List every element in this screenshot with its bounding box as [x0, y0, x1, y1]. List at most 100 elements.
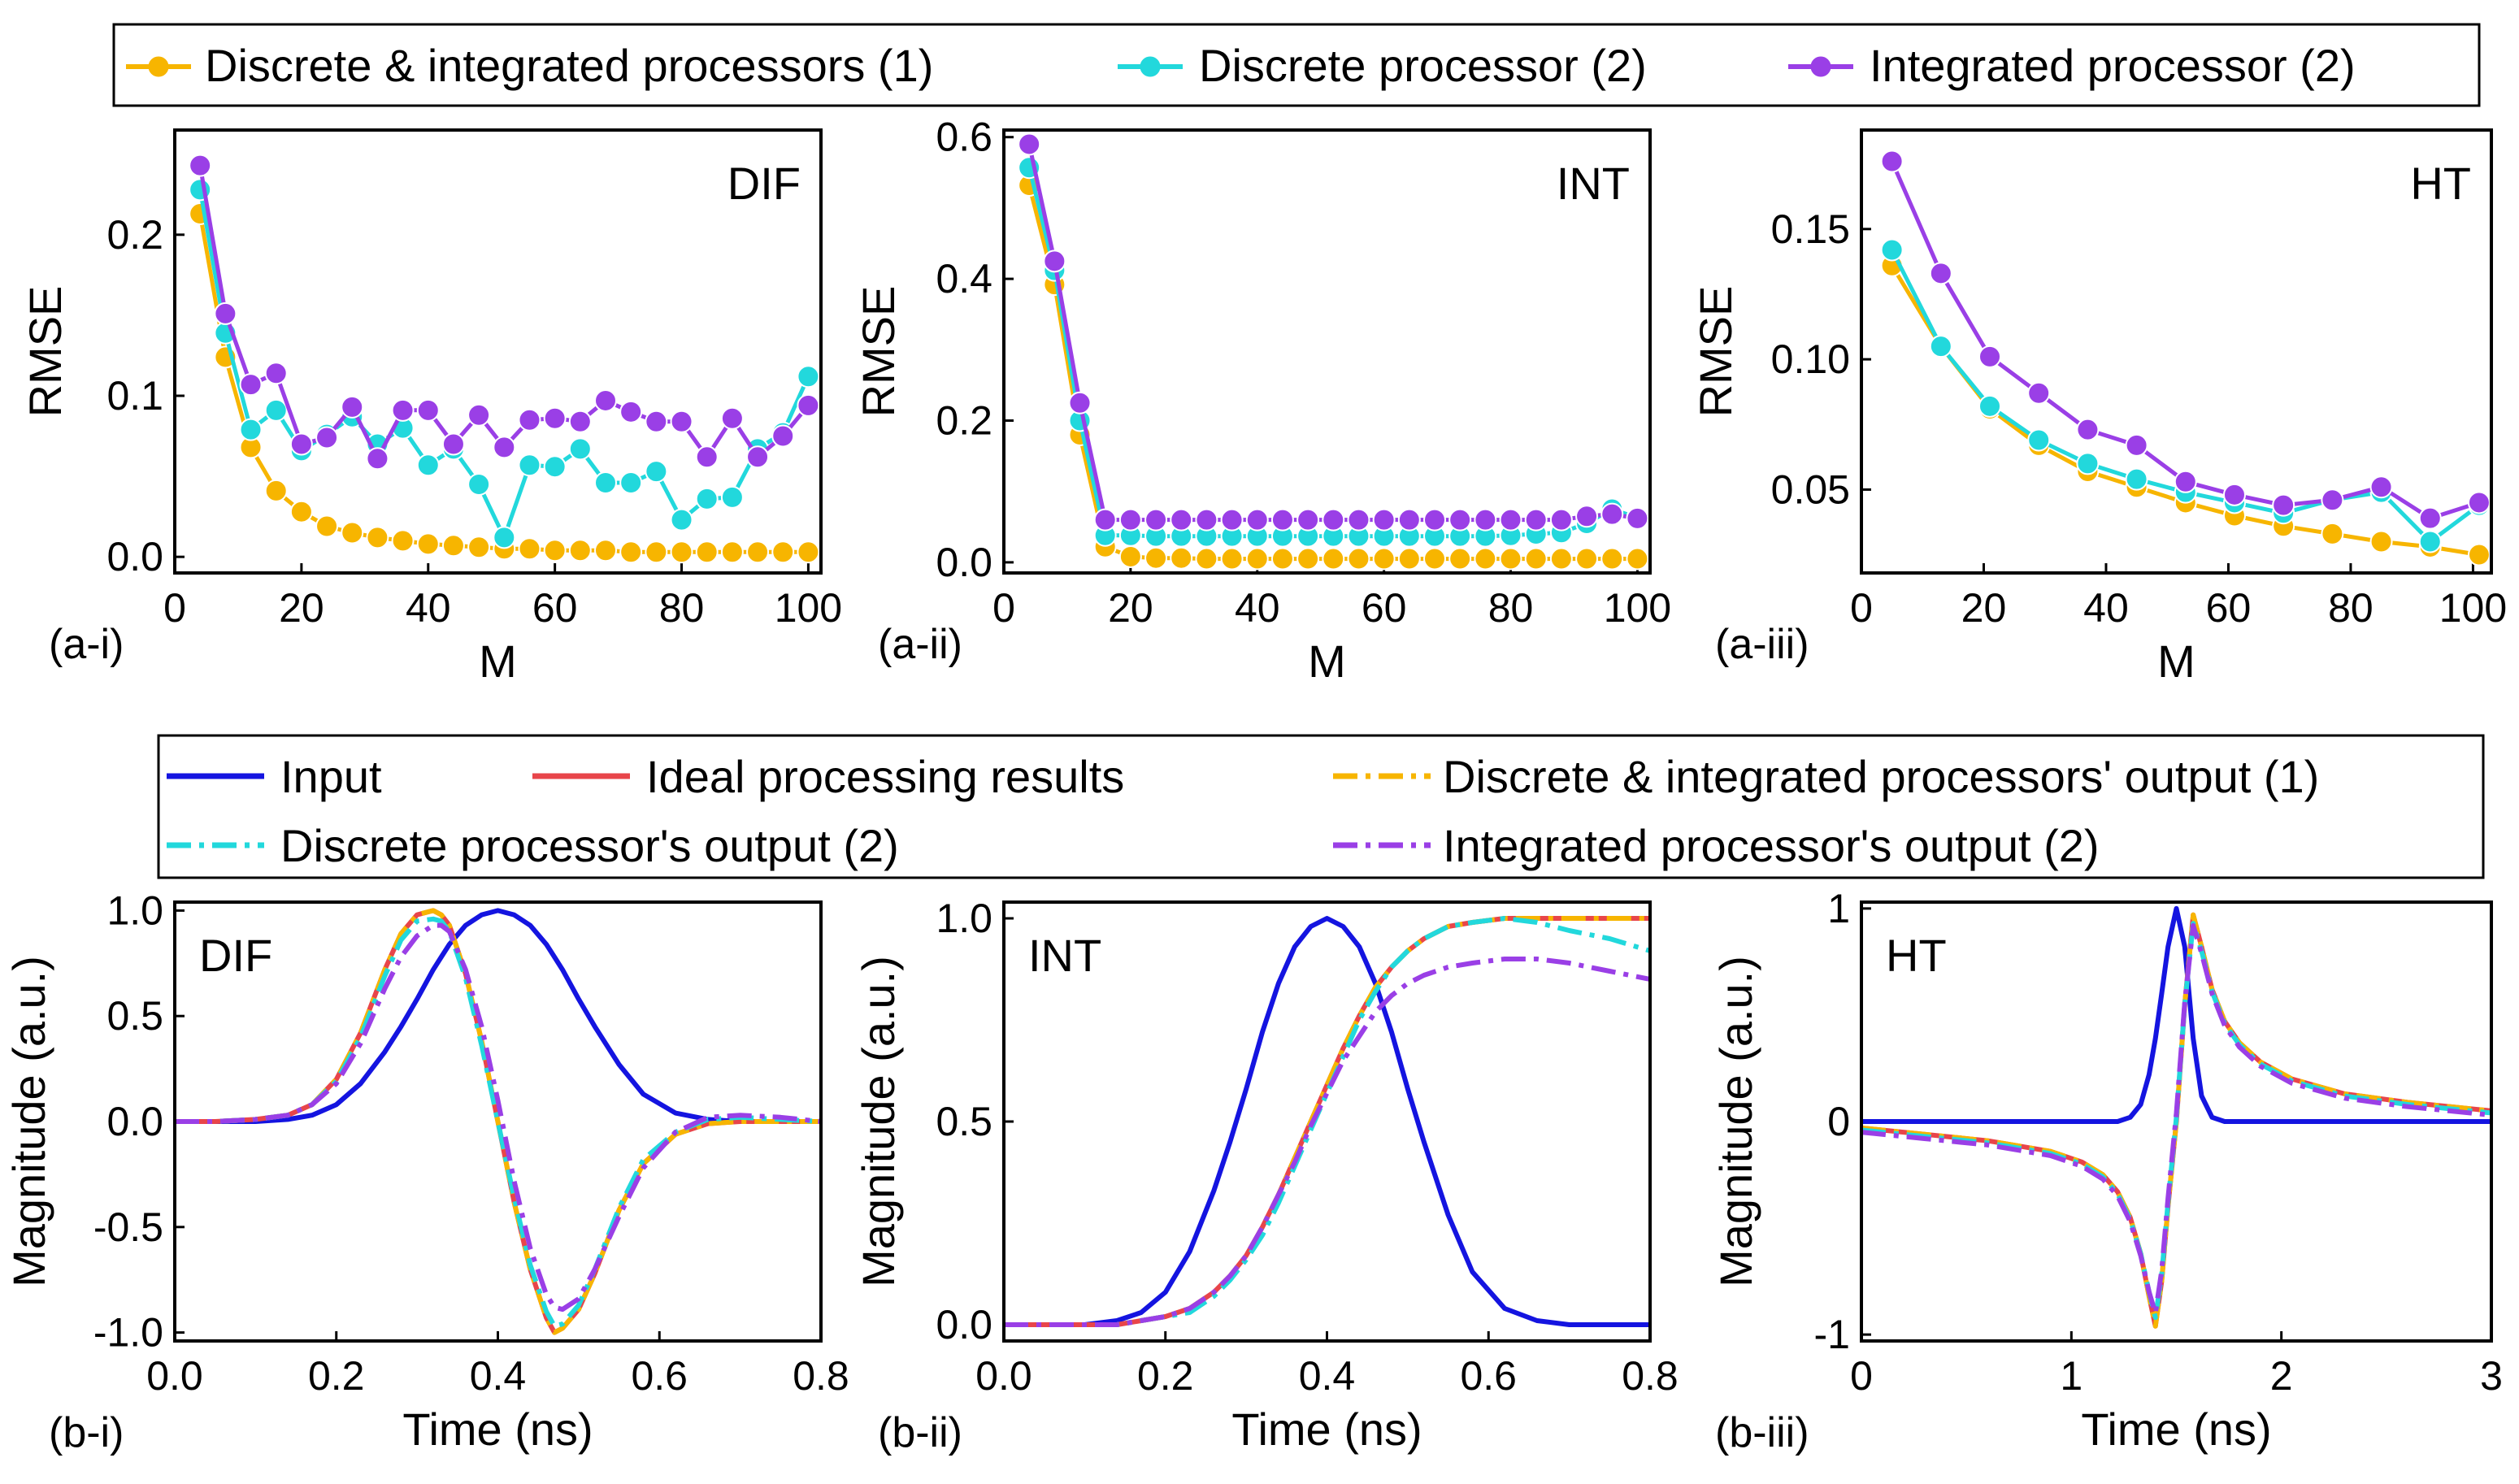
legend-label: Discrete processor (2)	[1199, 40, 1647, 91]
data-point	[619, 471, 643, 495]
x-tick-label: 80	[1488, 585, 1534, 631]
legend-bottom-item-1: Input	[167, 751, 382, 802]
data-point	[771, 540, 795, 564]
x-tick-label: 20	[279, 585, 324, 631]
data-point	[441, 534, 465, 558]
y-tick-label: 1	[1827, 886, 1850, 931]
plot-frame	[1860, 128, 2493, 575]
data-point	[797, 540, 819, 564]
data-point	[1170, 546, 1193, 570]
x-tick-label: 40	[1235, 585, 1280, 631]
data-point	[1270, 508, 1294, 532]
legend-marker	[148, 56, 169, 77]
inset-title: HT	[2410, 158, 2471, 209]
data-point	[720, 485, 744, 509]
x-tick-label: 60	[1362, 585, 1407, 631]
data-point	[189, 154, 212, 177]
data-point	[1245, 547, 1269, 571]
data-point	[619, 400, 643, 423]
y-tick-label: 0.0	[106, 1099, 163, 1144]
series-yellow	[1018, 174, 1648, 571]
data-point	[1296, 508, 1320, 532]
data-point	[1978, 345, 2002, 368]
data-point	[518, 408, 541, 432]
data-point	[1474, 547, 1497, 571]
inset-title: INT	[1028, 930, 1101, 981]
data-point	[695, 445, 719, 469]
data-point	[2369, 530, 2393, 553]
data-point	[1144, 546, 1168, 570]
data-point	[2272, 493, 2295, 517]
data-point	[568, 539, 592, 562]
x-tick-label: 0.4	[1299, 1353, 1356, 1399]
data-point	[2027, 381, 2051, 405]
series-purple	[1018, 132, 1648, 532]
data-point	[543, 406, 567, 430]
y-tick-label: 0.0	[936, 540, 992, 585]
x-tick-label: 0.0	[146, 1353, 203, 1399]
y-axis-label: RMSE	[20, 286, 71, 418]
series-blue	[1863, 905, 2490, 1124]
data-point	[1372, 508, 1396, 532]
plot-area	[1005, 916, 1648, 1327]
y-tick-label: 0.10	[1771, 336, 1850, 382]
series-line	[176, 908, 819, 1124]
data-point	[645, 460, 668, 484]
y-axis-label: Magnitude (a.u.)	[1710, 956, 1761, 1287]
data-point	[2027, 428, 2051, 452]
data-point	[1322, 508, 1345, 532]
inset-title: DIF	[199, 930, 272, 981]
x-tick-label: 1	[2060, 1353, 2083, 1399]
data-point	[645, 540, 668, 564]
panel-label: (b-iii)	[1715, 1409, 1809, 1456]
legend-marker	[1140, 56, 1161, 77]
data-point	[1397, 547, 1421, 571]
legend-label: Discrete & integrated processors (1)	[205, 40, 933, 91]
x-tick-label: 3	[2480, 1353, 2503, 1399]
legend-label: Ideal processing results	[646, 751, 1124, 802]
data-point	[1195, 508, 1218, 532]
data-point	[2467, 491, 2490, 514]
plot-area	[1880, 150, 2490, 566]
data-point	[695, 487, 719, 510]
x-tick-label: 40	[406, 585, 451, 631]
data-point	[366, 526, 389, 549]
data-point	[366, 447, 389, 471]
legend-bottom: Input Ideal processing results Discrete …	[157, 734, 2485, 879]
y-tick-label: 0.5	[106, 993, 163, 1039]
data-point	[2125, 467, 2148, 491]
plot-area	[176, 908, 819, 1335]
data-point	[1068, 391, 1092, 414]
chart-a-i: 0 20 40 60 80 100 0.0 0.1 0.2 M RMSE (a-i) DIF	[20, 128, 842, 687]
y-tick-label: -0.5	[93, 1204, 163, 1250]
data-point	[1423, 508, 1446, 532]
y-tick-label: 0	[1827, 1099, 1850, 1144]
y-tick-label: 1.0	[106, 887, 163, 933]
data-point	[2125, 433, 2148, 457]
data-point	[1448, 547, 1472, 571]
plot-frame	[173, 128, 823, 575]
x-tick-label: 100	[1604, 585, 1671, 631]
data-point	[746, 540, 770, 564]
data-point	[1423, 547, 1446, 571]
series-cyan	[176, 916, 819, 1329]
data-point	[467, 403, 491, 427]
data-point	[619, 540, 643, 564]
data-point	[2321, 522, 2344, 545]
data-point	[1220, 508, 1244, 532]
legend-label: Integrated processor's output (2)	[1443, 820, 2100, 871]
data-point	[2418, 530, 2442, 553]
x-tick-label: 0	[992, 585, 1015, 631]
data-point	[797, 365, 819, 388]
data-point	[239, 373, 263, 397]
series-yellow	[1863, 912, 2490, 1329]
legend-top-item-3: Integrated processor (2)	[1788, 40, 2356, 91]
data-point	[467, 536, 491, 559]
x-tick-label: 0.0	[975, 1353, 1032, 1399]
data-point	[493, 526, 516, 549]
data-point	[543, 455, 567, 479]
legend-bottom-item-5: Integrated processor's output (2)	[1333, 820, 2100, 871]
data-point	[1524, 547, 1548, 571]
data-point	[543, 539, 567, 562]
legend-top: Discrete & integrated processors (1) Dis…	[112, 23, 2481, 107]
